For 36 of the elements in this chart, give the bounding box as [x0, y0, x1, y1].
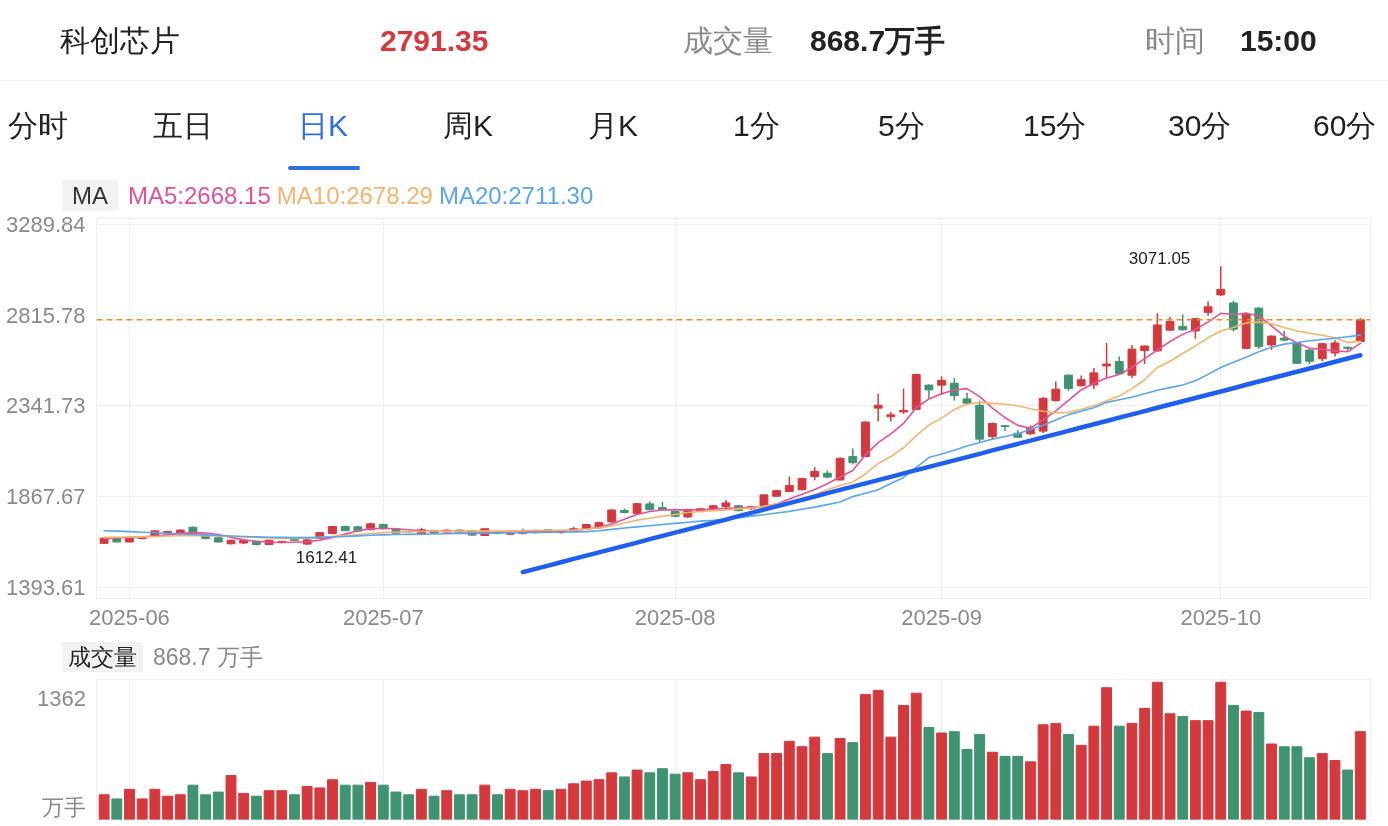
text: 日K [298, 108, 349, 144]
x-tick-label: 2025-10 [1180, 604, 1262, 630]
text: 1362 [37, 685, 86, 713]
annotation: 3071.05 [1128, 248, 1191, 268]
text: 万手 [42, 793, 86, 822]
text: 时间 [1145, 23, 1205, 59]
x-tick-label: 2025-08 [634, 604, 716, 630]
text: 30分 [1168, 108, 1232, 144]
y-tick-label: 1393.61 [5, 574, 86, 600]
text: MA10:2678.29 [276, 182, 433, 209]
text: 5分 [878, 108, 925, 144]
text: 分时 [8, 108, 68, 144]
text: 成交量 [683, 23, 773, 59]
text: 15:00 [1240, 23, 1317, 59]
text: 1分 [733, 108, 780, 144]
y-tick-label: 2341.73 [5, 393, 86, 419]
x-tick-label: 2025-07 [342, 604, 424, 630]
text: 60分 [1313, 108, 1377, 144]
text: 2791.35 [380, 23, 489, 59]
chart-subtitle: 868.7 万手 [153, 644, 263, 670]
x-tick-label: 2025-09 [901, 604, 982, 630]
text: 科创芯片 [60, 23, 180, 59]
y-tick-label: 3289.84 [5, 211, 86, 237]
chart-title: 成交量 [62, 642, 143, 672]
text: 周K [443, 108, 494, 144]
text: 五日 [153, 108, 213, 144]
text: 868.7万手 [810, 23, 946, 59]
y-tick-label: 1867.67 [5, 484, 86, 510]
text: MA20:2711.30 [438, 182, 594, 209]
text: 月K [588, 108, 639, 144]
y-tick-label: 2815.78 [5, 302, 86, 328]
legend-title: MA [62, 180, 118, 211]
text: 15分 [1023, 108, 1087, 144]
x-tick-label: 2025-06 [89, 604, 170, 630]
text: MA5:2668.15 [128, 182, 271, 209]
annotation: 1612.41 [295, 548, 358, 568]
